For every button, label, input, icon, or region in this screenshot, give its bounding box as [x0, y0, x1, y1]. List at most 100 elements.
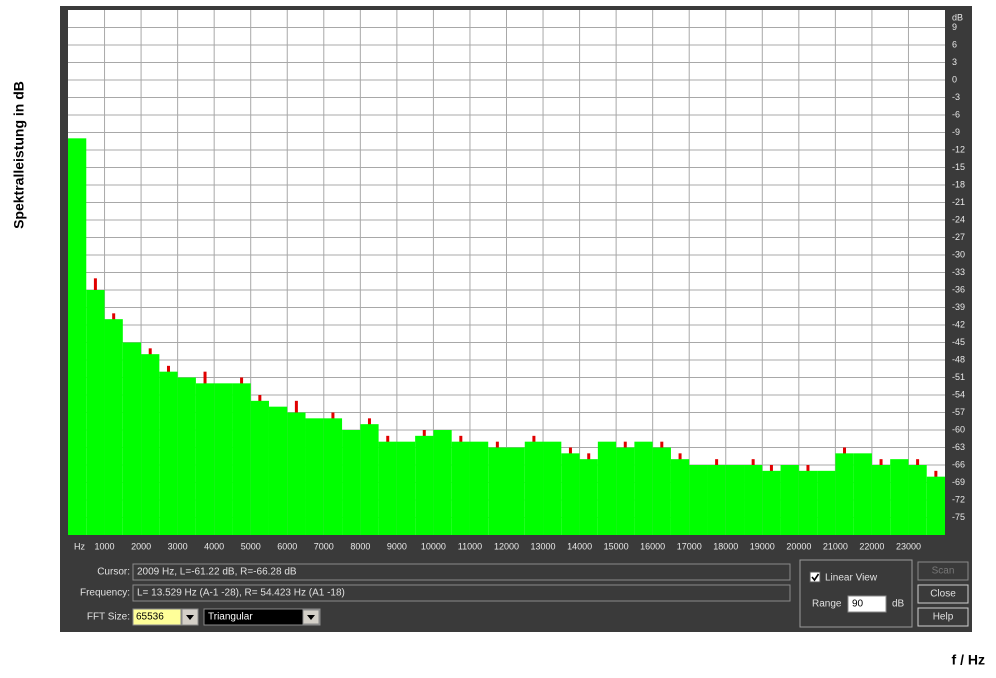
- x-tick-label: 13000: [531, 541, 556, 551]
- x-tick-label: 20000: [786, 541, 811, 551]
- close-button-label: Close: [930, 589, 956, 600]
- y-tick-label: -45: [952, 337, 965, 347]
- y-tick-label: -15: [952, 162, 965, 172]
- spectrum-bar: [268, 406, 288, 535]
- y-tick-label: 6: [952, 39, 957, 49]
- x-tick-label: 15000: [604, 541, 629, 551]
- spectrum-bar: [415, 435, 434, 535]
- linear-view-checkbox[interactable]: [809, 571, 821, 583]
- y-tick-label: -63: [952, 442, 965, 452]
- spectrum-bar: [908, 465, 927, 535]
- x-tick-label: 2000: [131, 541, 151, 551]
- spectrum-bar: [579, 459, 598, 535]
- spectrum-bar: [817, 470, 836, 535]
- x-axis-title: f / Hz: [952, 652, 985, 668]
- x-tick-label: 17000: [677, 541, 702, 551]
- linear-view-label: Linear View: [825, 573, 878, 584]
- spectrum-bar: [177, 377, 196, 535]
- spectrum-bar: [342, 430, 361, 535]
- x-tick-label: 3000: [168, 541, 188, 551]
- spectrum-bar: [762, 470, 781, 535]
- spectrum-bar: [524, 441, 544, 535]
- spectrum-bar: [287, 412, 306, 535]
- x-tick-label: 5000: [241, 541, 261, 551]
- y-tick-label: 0: [952, 74, 957, 84]
- x-tick-label: 10000: [421, 541, 446, 551]
- y-tick-label: -36: [952, 284, 965, 294]
- y-tick-label: -30: [952, 249, 965, 259]
- spectrum-bar: [926, 476, 945, 535]
- fft-size-label: FFT Size:: [87, 612, 130, 623]
- fft-size-input[interactable]: [132, 608, 182, 626]
- x-tick-label: 4000: [204, 541, 224, 551]
- y-tick-label: -60: [952, 424, 965, 434]
- spectrum-bar: [433, 430, 452, 535]
- x-tick-label: 21000: [823, 541, 848, 551]
- spectrum-bar: [707, 465, 726, 535]
- x-tick-label: 23000: [896, 541, 921, 551]
- spectrum-bar: [378, 441, 397, 535]
- y-tick-label: -3: [952, 92, 960, 102]
- help-button[interactable]: [917, 607, 969, 627]
- y-tick-label: -54: [952, 389, 965, 399]
- y-tick-label: -57: [952, 407, 965, 417]
- spectrum-bar: [780, 465, 799, 535]
- spectrum-bar: [232, 383, 251, 535]
- x-tick-label: 22000: [859, 541, 884, 551]
- spectrum-bar: [159, 371, 178, 535]
- range-unit: dB: [892, 599, 905, 610]
- check-mark: [811, 573, 820, 582]
- window-value: Triangular: [208, 612, 253, 623]
- x-tick-label: 14000: [567, 541, 592, 551]
- spectrum-bar: [104, 319, 123, 535]
- dropdown-arrow: [307, 615, 315, 620]
- y-tick-label: 9: [952, 22, 957, 32]
- x-tick-label: 6000: [277, 541, 297, 551]
- spectrum-bar: [890, 459, 909, 535]
- spectrum-bar: [141, 354, 160, 535]
- spectrum-bar: [250, 400, 269, 535]
- y-tick-label: -33: [952, 267, 965, 277]
- y-tick-label: -24: [952, 214, 965, 224]
- x-tick-label: 11000: [458, 541, 482, 551]
- spectrum-bar: [323, 418, 343, 535]
- y-tick-label: -21: [952, 197, 965, 207]
- x-tick-label: 16000: [640, 541, 665, 551]
- y-tick-label: -9: [952, 127, 960, 137]
- cursor-label: Cursor:: [97, 567, 130, 578]
- spectrum-bar: [616, 447, 635, 535]
- help-button-label: Help: [933, 612, 954, 623]
- spectrum-bar: [488, 447, 507, 535]
- window-select[interactable]: [203, 608, 321, 626]
- spectrum-bar: [798, 470, 818, 535]
- y-tick-label: 3: [952, 57, 957, 67]
- spectrum-bar: [634, 441, 653, 535]
- spectrum-bar: [725, 465, 745, 535]
- range-input[interactable]: [847, 595, 887, 613]
- spectrum-bar: [652, 447, 671, 535]
- y-tick-label: -18: [952, 179, 965, 189]
- spectrum-bar: [469, 441, 489, 535]
- y-axis-title: Spektralleistung in dB: [11, 81, 27, 229]
- cursor-field: [132, 563, 791, 581]
- range-label: Range: [812, 599, 842, 610]
- spectrum-bar: [689, 465, 708, 535]
- spectrum-bar: [871, 465, 891, 535]
- spectrum-bar: [744, 465, 763, 535]
- y-tick-label: -42: [952, 319, 965, 329]
- spectrum-bar: [122, 342, 142, 535]
- frequency-field: [132, 584, 791, 602]
- x-tick-label: 1000: [95, 541, 115, 551]
- y-tick-label: -75: [952, 512, 965, 522]
- x-tick-label: 9000: [387, 541, 407, 551]
- close-button[interactable]: [917, 584, 969, 604]
- dropdown-arrow: [186, 615, 194, 620]
- spectrum-bar: [561, 453, 580, 535]
- y-tick-label: -72: [952, 494, 965, 504]
- spectrum-bar: [68, 138, 87, 536]
- spectrum-bar: [670, 459, 690, 535]
- y-unit: dB: [952, 12, 963, 22]
- scan-button[interactable]: [917, 561, 969, 581]
- spectrum-bar: [195, 383, 215, 535]
